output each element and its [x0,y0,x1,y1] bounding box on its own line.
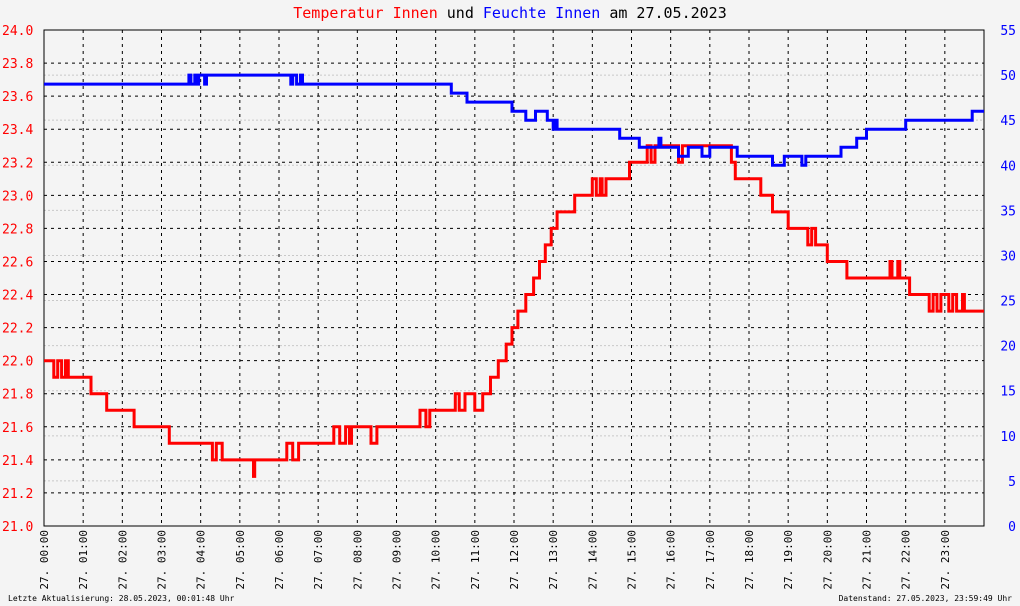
x-tick-label: 27. 03:00 [156,530,169,590]
plot-frame [43,29,985,527]
footer-left: Letzte Aktualisierung: 28.05.2023, 00:01… [8,594,235,603]
left-tick-label: 21.0 [2,520,33,535]
x-tick-label: 27. 19:00 [782,530,795,590]
temperature-line [44,144,984,478]
left-tick-label: 23.2 [2,156,33,171]
left-tick-label: 22.8 [2,222,33,237]
x-tick-label: 27. 17:00 [704,530,717,590]
title-und: und [438,4,483,22]
x-tick-label: 27. 00:00 [38,530,51,590]
right-tick-label: 20 [1000,340,1016,355]
left-axis-ticks: 21.0 21.2 21.4 21.6 21.8 22.0 22.2 22.4 22.6 22.8… [2,24,33,535]
x-tick-label: 27. 09:00 [391,530,404,590]
series-lines [44,73,984,478]
x-tick-label: 27. 15:00 [626,530,639,590]
right-tick-label: 10 [1000,430,1016,445]
right-tick-label: 25 [1000,295,1016,310]
x-tick-label: 27. 11:00 [469,530,482,590]
title-humidity: Feuchte Innen [483,4,600,22]
x-tick-label: 27. 13:00 [547,530,560,590]
x-tick-label: 27. 01:00 [77,530,90,590]
left-tick-label: 22.6 [2,255,33,270]
x-tick-label: 27. 02:00 [116,530,129,590]
left-tick-label: 23.4 [2,123,33,138]
left-tick-label: 21.6 [2,421,33,436]
x-tick-label: 27. 04:00 [195,530,208,590]
x-tick-label: 27. 10:00 [430,530,443,590]
chart-title: Temperatur Innen und Feuchte Innen am 27… [293,4,727,22]
left-tick-label: 22.2 [2,322,33,337]
x-tick-label: 27. 23:00 [939,530,952,590]
x-axis-ticks: 27. 00:00 27. 01:00 27. 02:00 27. 03:00 27. … [38,530,952,590]
left-tick-label: 21.2 [2,487,33,502]
x-tick-label: 27. 18:00 [743,530,756,590]
right-axis-ticks: 0 5 10 15 20 25 30 35 40 45 50 55 [1000,24,1016,535]
right-tick-label: 45 [1000,114,1016,129]
left-tick-label: 22.4 [2,289,33,304]
x-tick-label: 27. 07:00 [312,530,325,590]
x-tick-label: 27. 06:00 [273,530,286,590]
left-tick-label: 22.0 [2,355,33,370]
humidity-line [44,73,984,167]
right-tick-label: 0 [1008,520,1016,535]
x-tick-label: 27. 21:00 [861,530,874,590]
grid [44,30,984,526]
x-tick-label: 27. 08:00 [351,530,364,590]
left-tick-label: 23.8 [2,57,33,72]
title-date: am 27.05.2023 [600,4,726,22]
right-tick-label: 35 [1000,204,1016,219]
x-tick-label: 27. 16:00 [665,530,678,590]
x-tick-label: 27. 22:00 [900,530,913,590]
x-tick-label: 27. 05:00 [234,530,247,590]
right-tick-label: 50 [1000,69,1016,84]
right-tick-label: 40 [1000,159,1016,174]
left-tick-label: 23.6 [2,90,33,105]
x-tick-label: 27. 20:00 [821,530,834,590]
right-tick-label: 15 [1000,385,1016,400]
left-tick-label: 21.8 [2,388,33,403]
right-tick-label: 30 [1000,249,1016,264]
right-tick-label: 5 [1008,475,1016,490]
title-temperature: Temperatur Innen [293,4,438,22]
left-tick-label: 21.4 [2,454,33,469]
left-tick-label: 24.0 [2,24,33,39]
footer-right: Datenstand: 27.05.2023, 23:59:49 Uhr [839,594,1013,603]
right-tick-label: 55 [1000,24,1016,39]
x-tick-label: 27. 14:00 [586,530,599,590]
x-tick-label: 27. 12:00 [508,530,521,590]
left-tick-label: 23.0 [2,189,33,204]
